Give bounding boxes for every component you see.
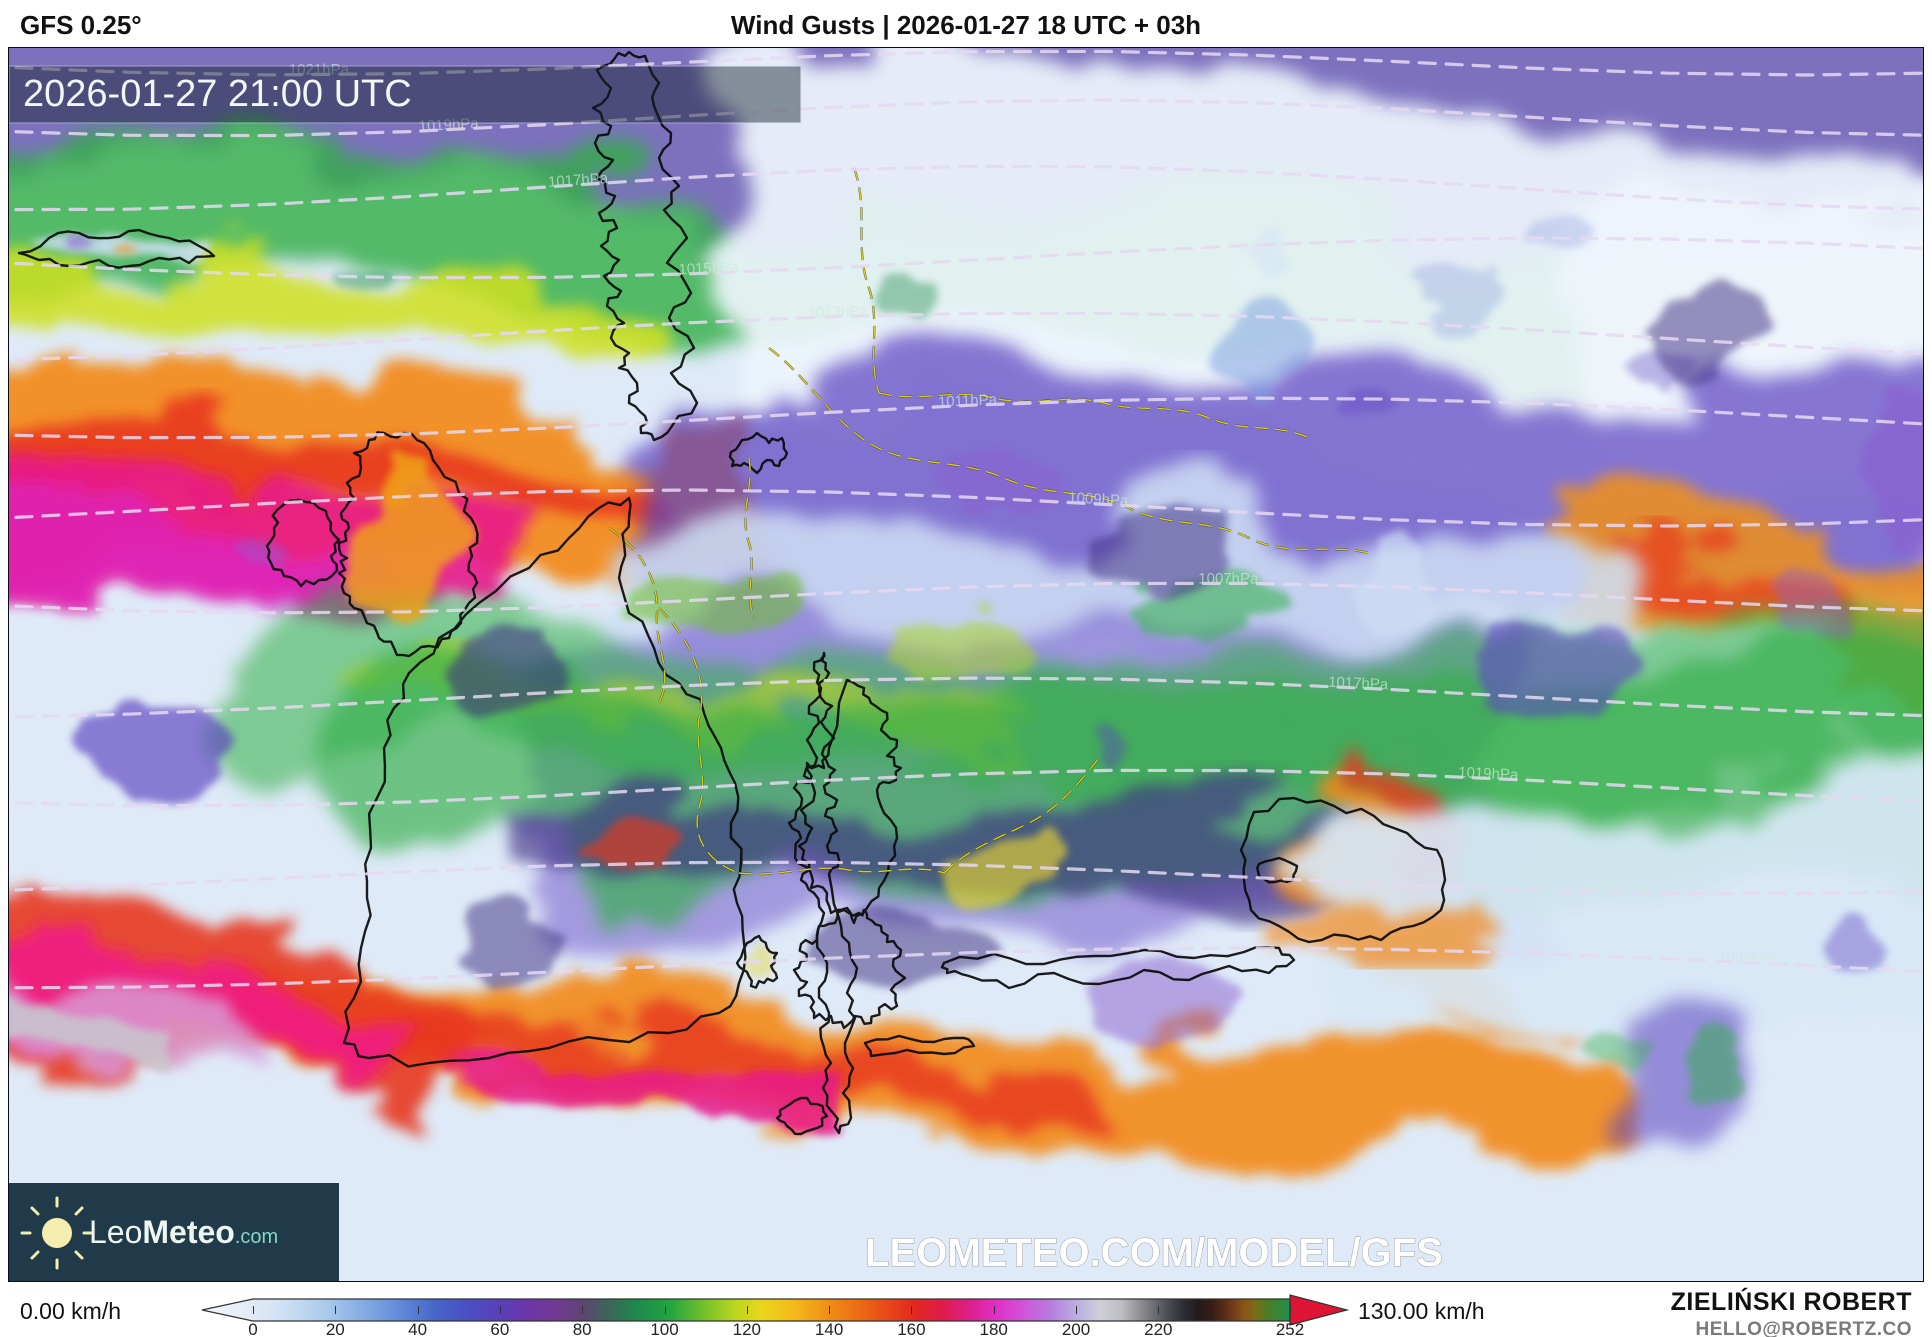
svg-text:1011hPa: 1011hPa: [938, 391, 998, 411]
svg-text:1019hPa: 1019hPa: [1458, 764, 1519, 784]
svg-text:1009hPa: 1009hPa: [1718, 948, 1779, 968]
svg-text:1009hPa: 1009hPa: [1068, 489, 1130, 509]
svg-text:1013hPa: 1013hPa: [807, 303, 868, 322]
svg-text:1015hPa: 1015hPa: [678, 259, 739, 278]
svg-text:LEOMETEO.COM/MODEL/GFS: LEOMETEO.COM/MODEL/GFS: [865, 1231, 1443, 1275]
svg-text:1017hPa: 1017hPa: [1328, 674, 1389, 694]
svg-text:1021hPa: 1021hPa: [1588, 878, 1649, 896]
svg-text:2026-01-27 21:00 UTC: 2026-01-27 21:00 UTC: [23, 73, 412, 115]
